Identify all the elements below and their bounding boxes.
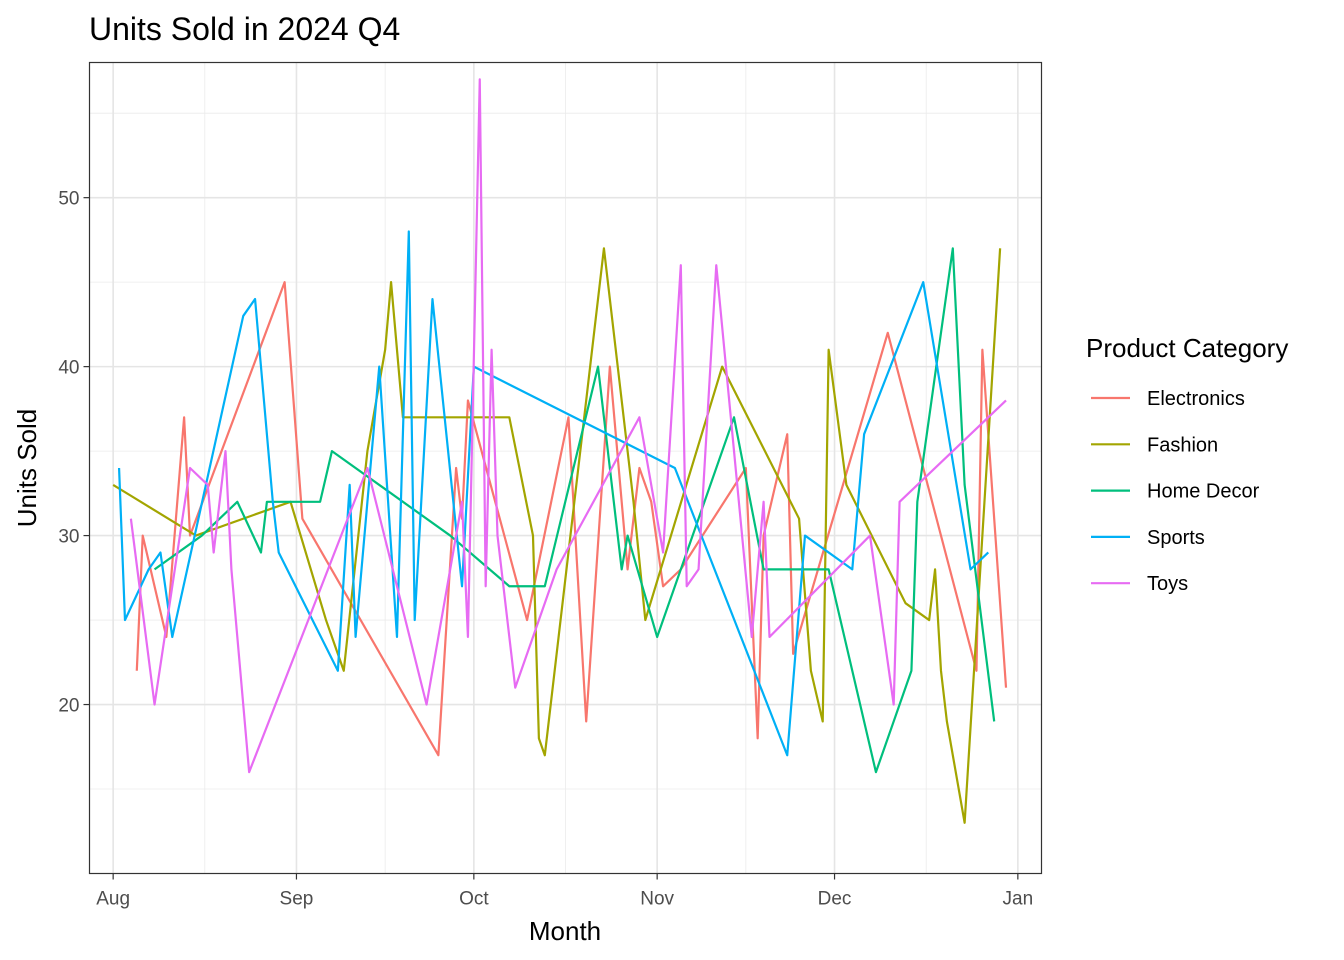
x-tick-label: Jan bbox=[1003, 889, 1034, 910]
y-tick-label: 30 bbox=[58, 527, 79, 548]
x-tick-label: Dec bbox=[818, 889, 852, 910]
legend-label: Fashion bbox=[1147, 434, 1218, 456]
x-tick-label: Aug bbox=[96, 889, 130, 910]
x-axis-ticks: Aug Sep Oct Nov Dec Jan bbox=[96, 873, 1034, 910]
series-line-toys bbox=[129, 78, 1007, 774]
series-line-fashion bbox=[112, 247, 1002, 824]
series-line-home-decor bbox=[153, 247, 996, 774]
legend-label: Toys bbox=[1147, 573, 1188, 595]
y-tick-label: 50 bbox=[58, 189, 79, 210]
legend-title: Product Category bbox=[1086, 333, 1288, 363]
legend-label: Electronics bbox=[1147, 388, 1245, 410]
x-tick-label: Oct bbox=[459, 889, 489, 910]
x-tick-label: Nov bbox=[640, 889, 674, 910]
series-lines bbox=[112, 78, 1008, 824]
chart-title: Units Sold in 2024 Q4 bbox=[89, 11, 400, 47]
y-tick-label: 20 bbox=[58, 696, 79, 717]
x-axis-title: Month bbox=[529, 916, 601, 946]
y-axis-ticks: 20 30 40 50 bbox=[58, 189, 90, 717]
y-tick-label: 40 bbox=[58, 358, 79, 379]
minor-gridlines bbox=[89, 62, 1042, 874]
plot-panel-border bbox=[88, 61, 1043, 875]
legend-label: Sports bbox=[1147, 527, 1205, 549]
legend-label: Home Decor bbox=[1147, 481, 1260, 503]
legend: Product Category Electronics Fashion Home … bbox=[1086, 333, 1288, 595]
x-tick-label: Sep bbox=[280, 889, 314, 910]
y-axis-title: Units Sold bbox=[12, 409, 42, 528]
series-line-sports bbox=[117, 230, 990, 757]
series-line-electronics bbox=[135, 281, 1008, 757]
major-gridlines bbox=[89, 62, 1042, 874]
